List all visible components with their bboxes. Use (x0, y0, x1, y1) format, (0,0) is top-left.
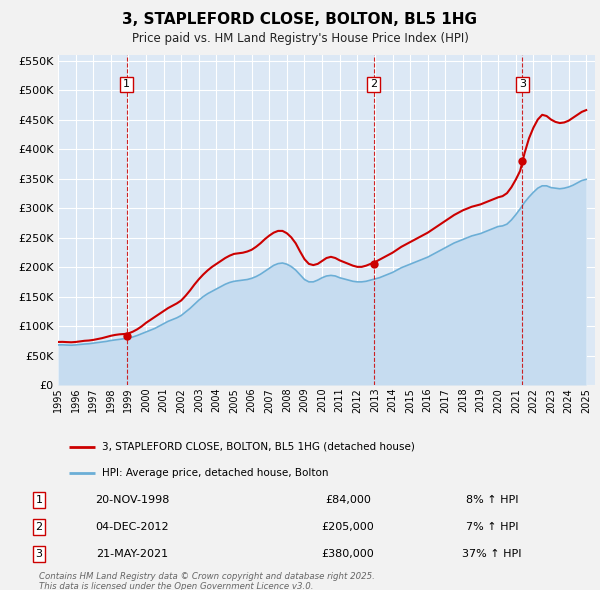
Text: 20-NOV-1998: 20-NOV-1998 (95, 495, 169, 505)
Text: 3, STAPLEFORD CLOSE, BOLTON, BL5 1HG: 3, STAPLEFORD CLOSE, BOLTON, BL5 1HG (122, 12, 478, 27)
Text: 1: 1 (123, 80, 130, 90)
Text: 3: 3 (519, 80, 526, 90)
Text: 3, STAPLEFORD CLOSE, BOLTON, BL5 1HG (detached house): 3, STAPLEFORD CLOSE, BOLTON, BL5 1HG (de… (103, 442, 415, 452)
Text: 21-MAY-2021: 21-MAY-2021 (96, 549, 168, 559)
Text: 2: 2 (35, 522, 43, 532)
Text: £205,000: £205,000 (322, 522, 374, 532)
Text: HPI: Average price, detached house, Bolton: HPI: Average price, detached house, Bolt… (103, 468, 329, 478)
Text: £84,000: £84,000 (325, 495, 371, 505)
Text: 3: 3 (35, 549, 43, 559)
Text: 2: 2 (370, 80, 377, 90)
Text: 7% ↑ HPI: 7% ↑ HPI (466, 522, 518, 532)
Text: Contains HM Land Registry data © Crown copyright and database right 2025.
This d: Contains HM Land Registry data © Crown c… (39, 572, 375, 590)
Text: Price paid vs. HM Land Registry's House Price Index (HPI): Price paid vs. HM Land Registry's House … (131, 32, 469, 45)
Text: 37% ↑ HPI: 37% ↑ HPI (462, 549, 522, 559)
Text: 1: 1 (35, 495, 43, 505)
Text: 04-DEC-2012: 04-DEC-2012 (95, 522, 169, 532)
Text: 8% ↑ HPI: 8% ↑ HPI (466, 495, 518, 505)
Text: £380,000: £380,000 (322, 549, 374, 559)
